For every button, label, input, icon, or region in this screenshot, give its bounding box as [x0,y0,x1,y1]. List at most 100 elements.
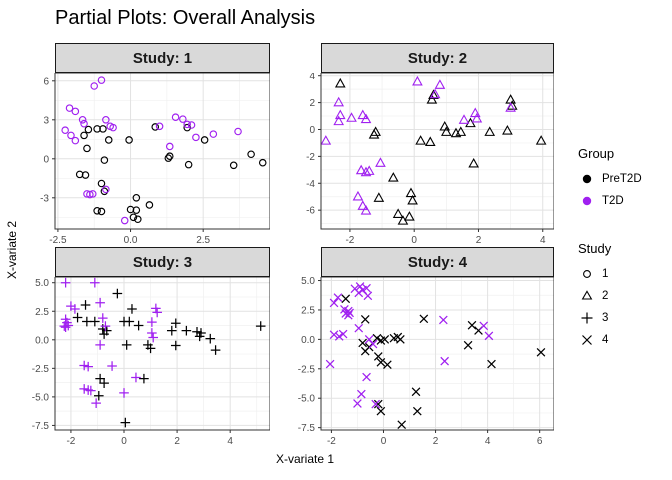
data-point [194,331,205,342]
data-point [411,387,421,397]
data-point [205,333,216,344]
data-point [407,194,418,205]
x-tick-label: 0 [411,235,417,246]
data-point [95,373,105,384]
data-point [121,340,132,350]
data-point [71,107,80,116]
data-point [90,316,100,327]
data-point [120,216,129,225]
y-tick-label: -4 [306,179,315,190]
legend: Group PreT2D T2D Study 1 2 [578,146,670,351]
data-point [343,310,353,320]
x-tick-label: 0.0 [124,235,138,246]
data-point [132,206,141,214]
panel-border [320,73,554,230]
data-point [397,420,407,430]
data-point [70,304,80,314]
panel-border [320,277,554,431]
data-point [396,335,405,344]
data-point [97,179,106,188]
data-point [72,312,83,323]
data-point [80,300,91,310]
data-point [91,398,101,408]
legend-group-title: Group [578,146,615,161]
data-point [129,213,138,222]
open-triangle-icon [581,290,593,300]
y-tick-label: -5.0 [298,394,316,405]
data-point [97,207,106,216]
data-point [107,361,117,371]
data-point [441,126,452,136]
y-tick-label: 2.5 [35,307,49,318]
data-point [357,200,369,210]
data-point [484,331,494,341]
x-tick-label: -2 [66,436,75,447]
panel-background [321,277,554,430]
x-tick-label: 2.5 [196,235,210,246]
data-point [131,372,141,383]
x-tick-label: -2 [327,436,336,447]
data-point [81,171,90,179]
data-point [258,158,267,167]
facet-strip-label: Study: 3 [132,253,193,271]
panel-background [55,73,270,229]
data-point [125,136,133,144]
data-point [373,192,385,202]
data-point [502,124,513,135]
facet-panel-study-4: -2 0 2 4 6 -7.5 -5.0 -2.5 0.0 2.5 5.0 [298,277,554,447]
plot-title: Partial Plots: Overall Analysis [55,7,316,29]
facet-strip-label: Study: 1 [132,49,193,67]
y-tick-label: 3 [43,115,49,126]
data-point [373,399,383,409]
data-point [358,338,367,348]
data-point [360,113,372,124]
legend-item-label: PreT2D [602,173,642,185]
data-point [112,288,123,299]
data-point [78,116,87,124]
data-point [487,359,496,369]
data-point [170,340,181,351]
data-point [426,94,438,104]
data-point [86,190,94,199]
data-point [325,359,335,369]
legend-spacer [578,212,670,241]
facet-strip-study-1: Study: 1 [55,43,270,73]
data-point [387,172,399,182]
data-point [368,339,378,349]
data-point [375,157,386,167]
x-tick-label: 2 [433,436,439,447]
data-point [170,318,181,329]
data-point [187,121,196,129]
data-point [100,156,109,164]
data-point [329,298,339,308]
data-point [229,161,238,170]
open-circle-icon [583,270,591,278]
data-point [124,316,135,327]
data-point [354,288,364,298]
y-tick-label: -6 [306,206,315,217]
filled-dot-icon [582,196,592,206]
legend-item-study-1: 1 [578,263,670,285]
y-tick-label: -7.5 [32,421,50,432]
plus-mark-icon [581,312,593,324]
data-point [341,294,351,304]
data-point [93,125,101,133]
data-point [392,208,404,218]
data-point [505,102,516,112]
data-point [352,190,364,201]
filled-dot-icon [582,174,592,184]
data-point [83,190,91,198]
data-point [60,322,71,333]
data-point [467,320,477,330]
data-point [99,125,107,133]
data-point [145,201,154,209]
data-point [147,317,157,327]
data-point [79,360,89,371]
y-tick-label: 4 [309,73,315,82]
data-point [363,291,373,301]
data-point [362,372,371,382]
data-point [376,357,386,367]
legend-item-label: 3 [602,312,609,324]
data-point [371,399,381,409]
data-point [109,123,117,132]
